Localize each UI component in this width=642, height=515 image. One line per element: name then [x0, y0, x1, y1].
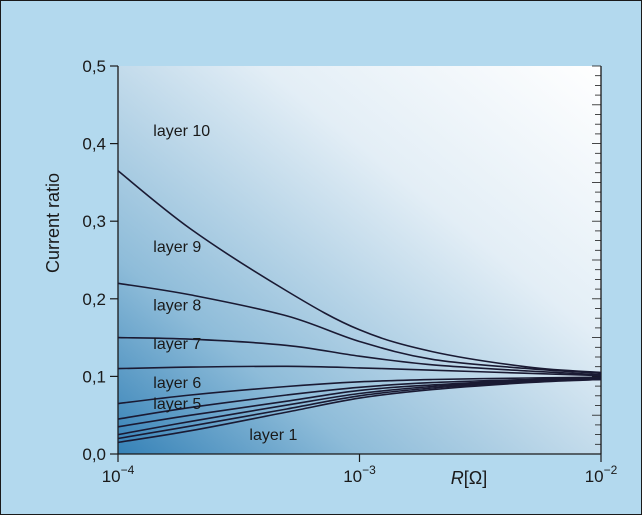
series-line-layer-6: [117, 376, 602, 405]
x-axis-unit: [Ω]: [464, 468, 487, 488]
x-tick-label: 10−4: [102, 463, 135, 486]
series-label-layer-8: layer 8: [153, 297, 201, 314]
x-tick-exponent: −3: [362, 463, 376, 477]
y-tick-label: 0,2: [82, 290, 106, 309]
x-tick-label: 10−2: [585, 463, 618, 486]
y-tick-label: 0,5: [82, 57, 106, 76]
x-tick-exponent: −4: [121, 463, 135, 477]
y-axis-label: Current ratio: [43, 173, 63, 273]
x-axis-symbol: R: [451, 468, 464, 488]
series-line-layer-10: [117, 170, 602, 374]
y-tick-label: 0,4: [82, 135, 106, 154]
x-tick-label: 10−3: [343, 463, 376, 486]
y-tick-label: 0,1: [82, 367, 106, 386]
series-line-layer-7: [117, 365, 602, 377]
series-label-layer-5: layer 5: [153, 396, 201, 413]
series-label-layer-9: layer 9: [153, 239, 201, 256]
series-label-layer-7: layer 7: [153, 336, 201, 353]
x-tick-exponent: −2: [604, 463, 618, 477]
y-tick-label: 0,3: [82, 212, 106, 231]
series-label-layer-1: layer 1: [249, 427, 297, 444]
x-axis-label: R[Ω]: [451, 468, 487, 488]
series-label-layer-10: layer 10: [153, 123, 210, 140]
y-tick-label: 0,0: [82, 445, 106, 464]
series-line-layer-8: [117, 336, 602, 376]
x-tick-base: 10: [343, 467, 362, 486]
series-labels: layer 10 layer 9 layer 8 layer 7 layer 6 laye…: [153, 123, 297, 444]
series-line-layer-1: [117, 378, 602, 444]
axes: 0,00,10,20,30,40,510−4 10−3 10−2: [82, 57, 617, 486]
x-tick-base: 10: [102, 467, 121, 486]
series-line-layer-9: [117, 282, 602, 375]
plot-area: [118, 66, 601, 454]
series-label-layer-6: layer 6: [153, 375, 201, 392]
x-tick-base: 10: [585, 467, 604, 486]
data-lines: [117, 170, 602, 444]
